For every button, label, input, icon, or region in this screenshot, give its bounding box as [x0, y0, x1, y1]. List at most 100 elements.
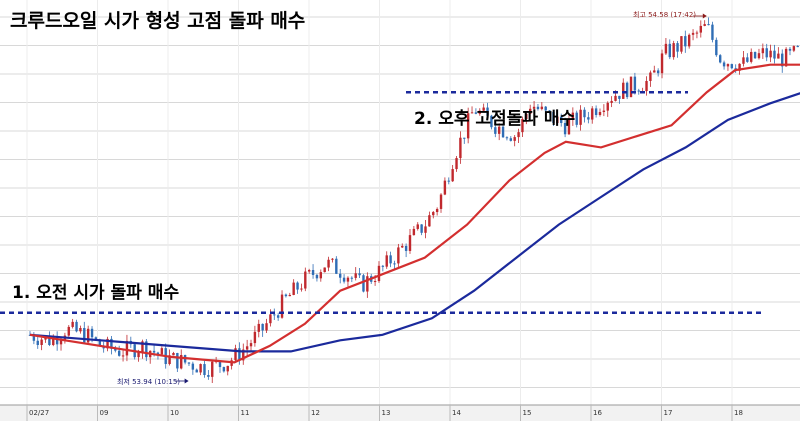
- candle-body: [695, 32, 699, 34]
- candle-body: [339, 273, 342, 278]
- candle-body: [575, 112, 578, 125]
- chart-title: 크루드오일 시가 형성 고점 돌파 매수: [10, 10, 306, 32]
- candle-body: [79, 328, 82, 332]
- candle-body: [602, 110, 606, 112]
- candle-body: [528, 108, 532, 114]
- candle-body: [187, 362, 191, 364]
- candle-body: [358, 273, 361, 276]
- candle-body: [684, 36, 687, 47]
- candle-body: [594, 108, 598, 115]
- candle-body: [505, 137, 509, 139]
- candle-body: [261, 323, 264, 331]
- candle-body: [36, 340, 39, 345]
- candle-body: [71, 321, 74, 327]
- candle-body: [145, 341, 148, 358]
- candle-body: [567, 119, 571, 135]
- candle-body: [354, 273, 357, 278]
- candle-body: [207, 375, 210, 377]
- candle-body: [397, 247, 400, 264]
- candle-body: [532, 106, 536, 109]
- candle-body: [269, 314, 272, 324]
- candle-body: [668, 43, 671, 58]
- candle-body: [203, 364, 206, 376]
- candle-body: [478, 110, 481, 114]
- candle-body: [490, 115, 493, 128]
- candle-body: [428, 215, 431, 227]
- candle-body: [598, 111, 602, 115]
- candle-body: [676, 43, 679, 52]
- candle-body: [792, 46, 796, 51]
- candle-body: [761, 48, 765, 54]
- candle-body: [191, 363, 195, 370]
- candle-body: [680, 36, 683, 52]
- candle-body: [408, 235, 412, 251]
- candle-body: [788, 48, 792, 51]
- moving-averages: [29, 63, 800, 364]
- candle-body: [707, 24, 710, 26]
- breakout-levels: [0, 90, 765, 315]
- candle-body: [486, 107, 489, 116]
- x-tick-label: 14: [452, 409, 461, 417]
- candle-body: [420, 224, 423, 233]
- candle-body: [614, 95, 617, 101]
- candle-body: [48, 335, 51, 346]
- low-price-label: 최저 53.94 (10:15): [117, 378, 181, 386]
- candle-body: [439, 194, 443, 209]
- candle-body: [451, 169, 454, 182]
- candle-body: [416, 224, 419, 229]
- high-price-label: 최고 54.58 (17:42): [633, 11, 697, 19]
- candle-body: [664, 43, 668, 54]
- candle-body: [587, 117, 590, 120]
- candle-body: [777, 53, 780, 59]
- candle-body: [699, 25, 703, 33]
- candle-body: [447, 180, 450, 182]
- candle-body: [98, 339, 101, 347]
- candle-body: [474, 112, 478, 114]
- candle-body: [412, 228, 416, 236]
- candle-body: [501, 126, 505, 138]
- candle-body: [765, 48, 768, 58]
- candle-body: [238, 348, 241, 361]
- candle-body: [443, 180, 447, 195]
- candle-body: [311, 270, 315, 275]
- candle-body: [350, 277, 354, 279]
- x-axis-strip: [0, 405, 800, 421]
- candle-body: [750, 51, 753, 62]
- candle-body: [253, 331, 257, 344]
- candle-body: [55, 337, 59, 345]
- x-axis: 02/270910111213141516171819: [0, 404, 800, 421]
- candle-body: [466, 113, 470, 139]
- candle-body: [393, 263, 396, 265]
- candle-body: [560, 116, 563, 123]
- candle-body: [463, 137, 466, 139]
- candle-body: [544, 106, 547, 111]
- candle-body: [653, 70, 656, 73]
- candle-body: [242, 349, 245, 361]
- candle-body: [672, 43, 675, 58]
- candle-body: [742, 57, 745, 64]
- afternoon-breakout-annotation: 2. 오후 고점돌파 매수: [414, 109, 576, 129]
- long-moving-average-line: [29, 92, 800, 353]
- candle-body: [249, 343, 253, 347]
- candle-body: [176, 352, 179, 369]
- candle-body: [319, 272, 323, 279]
- candle-body: [152, 350, 156, 353]
- candle-body: [342, 277, 346, 282]
- candle-body: [276, 315, 280, 318]
- x-tick-label: 16: [593, 409, 602, 417]
- candle-body: [579, 109, 582, 125]
- candle-body: [168, 355, 171, 365]
- candle-body: [137, 352, 140, 358]
- candle-body: [114, 348, 117, 351]
- x-tick-label: 09: [100, 409, 109, 417]
- candle-body: [455, 158, 458, 170]
- candle-body: [106, 338, 109, 349]
- candle-body: [222, 367, 226, 372]
- x-tick-label: 13: [382, 409, 391, 417]
- candle-body: [726, 64, 730, 67]
- candle-body: [280, 294, 284, 318]
- candle-body: [404, 245, 408, 251]
- candle-body: [571, 112, 575, 120]
- candle-body: [156, 352, 160, 355]
